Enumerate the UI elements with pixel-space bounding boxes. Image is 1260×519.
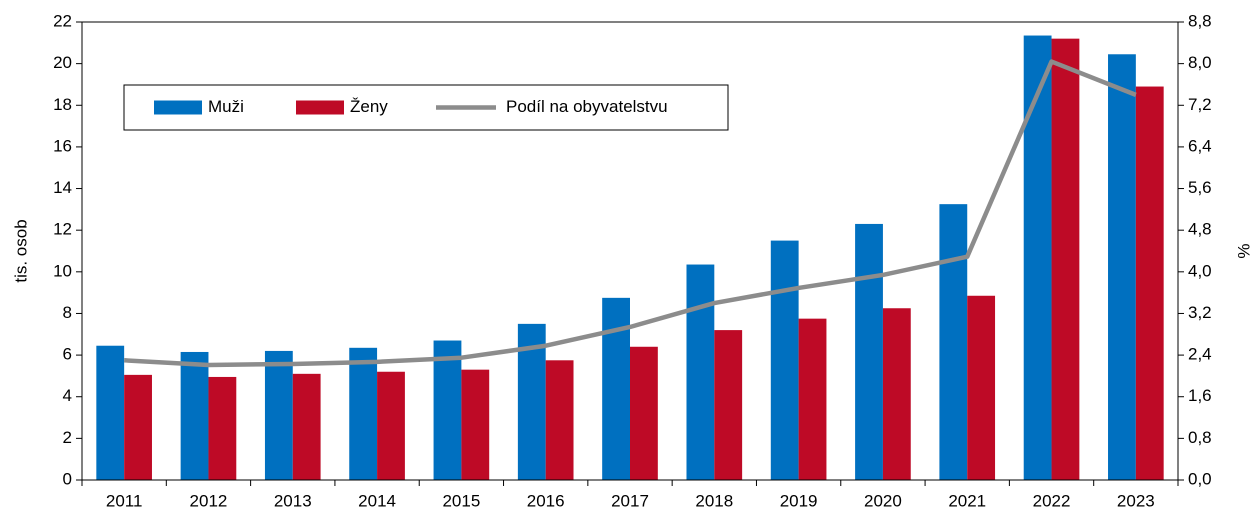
- y-tick-label: 18: [53, 95, 72, 114]
- y2-tick-label: 8,8: [1188, 11, 1212, 30]
- y2-tick-label: 4,8: [1188, 220, 1212, 239]
- y2-axis-label: %: [1234, 243, 1253, 258]
- x-tick-label: 2017: [611, 491, 649, 510]
- y-tick-label: 2: [63, 428, 72, 447]
- bar: [461, 369, 490, 480]
- y2-tick-label: 4,0: [1188, 261, 1212, 280]
- bar: [967, 295, 996, 480]
- legend-swatch: [154, 100, 202, 115]
- bar: [180, 351, 209, 480]
- bar: [686, 264, 715, 480]
- y-tick-label: 10: [53, 261, 72, 280]
- bar: [714, 330, 743, 480]
- x-tick-label: 2014: [358, 491, 396, 510]
- bar: [770, 240, 799, 480]
- y-tick-label: 14: [53, 178, 72, 197]
- legend-frame: [123, 84, 729, 131]
- y2-tick-label: 6,4: [1188, 136, 1212, 155]
- x-tick-label: 2022: [1033, 491, 1071, 510]
- legend-swatch: [296, 100, 344, 115]
- x-tick-label: 2023: [1117, 491, 1155, 510]
- bar: [545, 360, 574, 480]
- y-tick-label: 4: [63, 386, 72, 405]
- x-tick-label: 2013: [274, 491, 312, 510]
- bar: [292, 373, 321, 480]
- legend-label: Podíl na obyvatelstvu: [506, 97, 668, 116]
- y2-tick-label: 2,4: [1188, 345, 1212, 364]
- x-tick-label: 2020: [864, 491, 902, 510]
- x-tick-label: 2015: [442, 491, 480, 510]
- x-tick-label: 2018: [695, 491, 733, 510]
- bar: [855, 223, 883, 480]
- y-tick-label: 6: [63, 345, 72, 364]
- bar: [433, 340, 462, 480]
- y-tick-label: 20: [53, 53, 72, 72]
- y2-tick-label: 3,2: [1188, 303, 1212, 322]
- x-tick-label: 2011: [106, 491, 143, 510]
- bar: [1108, 54, 1136, 480]
- bar: [124, 374, 152, 480]
- bar: [798, 318, 827, 480]
- bar: [96, 345, 125, 480]
- y-tick-label: 8: [63, 303, 72, 322]
- bar: [377, 371, 405, 480]
- bar: [264, 350, 293, 480]
- y-tick-label: 12: [53, 220, 72, 239]
- legend-label: Muži: [208, 97, 244, 116]
- y-tick-label: 22: [53, 11, 72, 30]
- bar: [882, 308, 911, 480]
- y2-tick-label: 5,6: [1188, 178, 1212, 197]
- y2-tick-label: 0,8: [1188, 428, 1212, 447]
- legend-label: Ženy: [350, 97, 388, 116]
- bar: [349, 347, 378, 480]
- y-axis-label: tis. osob: [11, 219, 30, 282]
- bar: [1023, 35, 1052, 480]
- y2-tick-label: 8,0: [1188, 53, 1212, 72]
- x-tick-label: 2021: [948, 491, 986, 510]
- bar: [208, 376, 237, 480]
- bar: [630, 346, 658, 480]
- x-tick-label: 2012: [190, 491, 228, 510]
- plot-frame: [81, 21, 1179, 481]
- x-tick-label: 2019: [780, 491, 818, 510]
- y-tick-label: 16: [53, 136, 72, 155]
- x-tick-label: 2016: [527, 491, 565, 510]
- bar: [1051, 38, 1080, 481]
- bar: [1135, 86, 1164, 480]
- bar: [602, 297, 630, 480]
- line: [124, 59, 1137, 368]
- y-tick-label: 0: [63, 469, 72, 488]
- bar: [939, 204, 968, 480]
- y2-tick-label: 1,6: [1188, 386, 1212, 405]
- y2-tick-label: 0,0: [1188, 469, 1212, 488]
- y2-tick-label: 7,2: [1188, 95, 1212, 114]
